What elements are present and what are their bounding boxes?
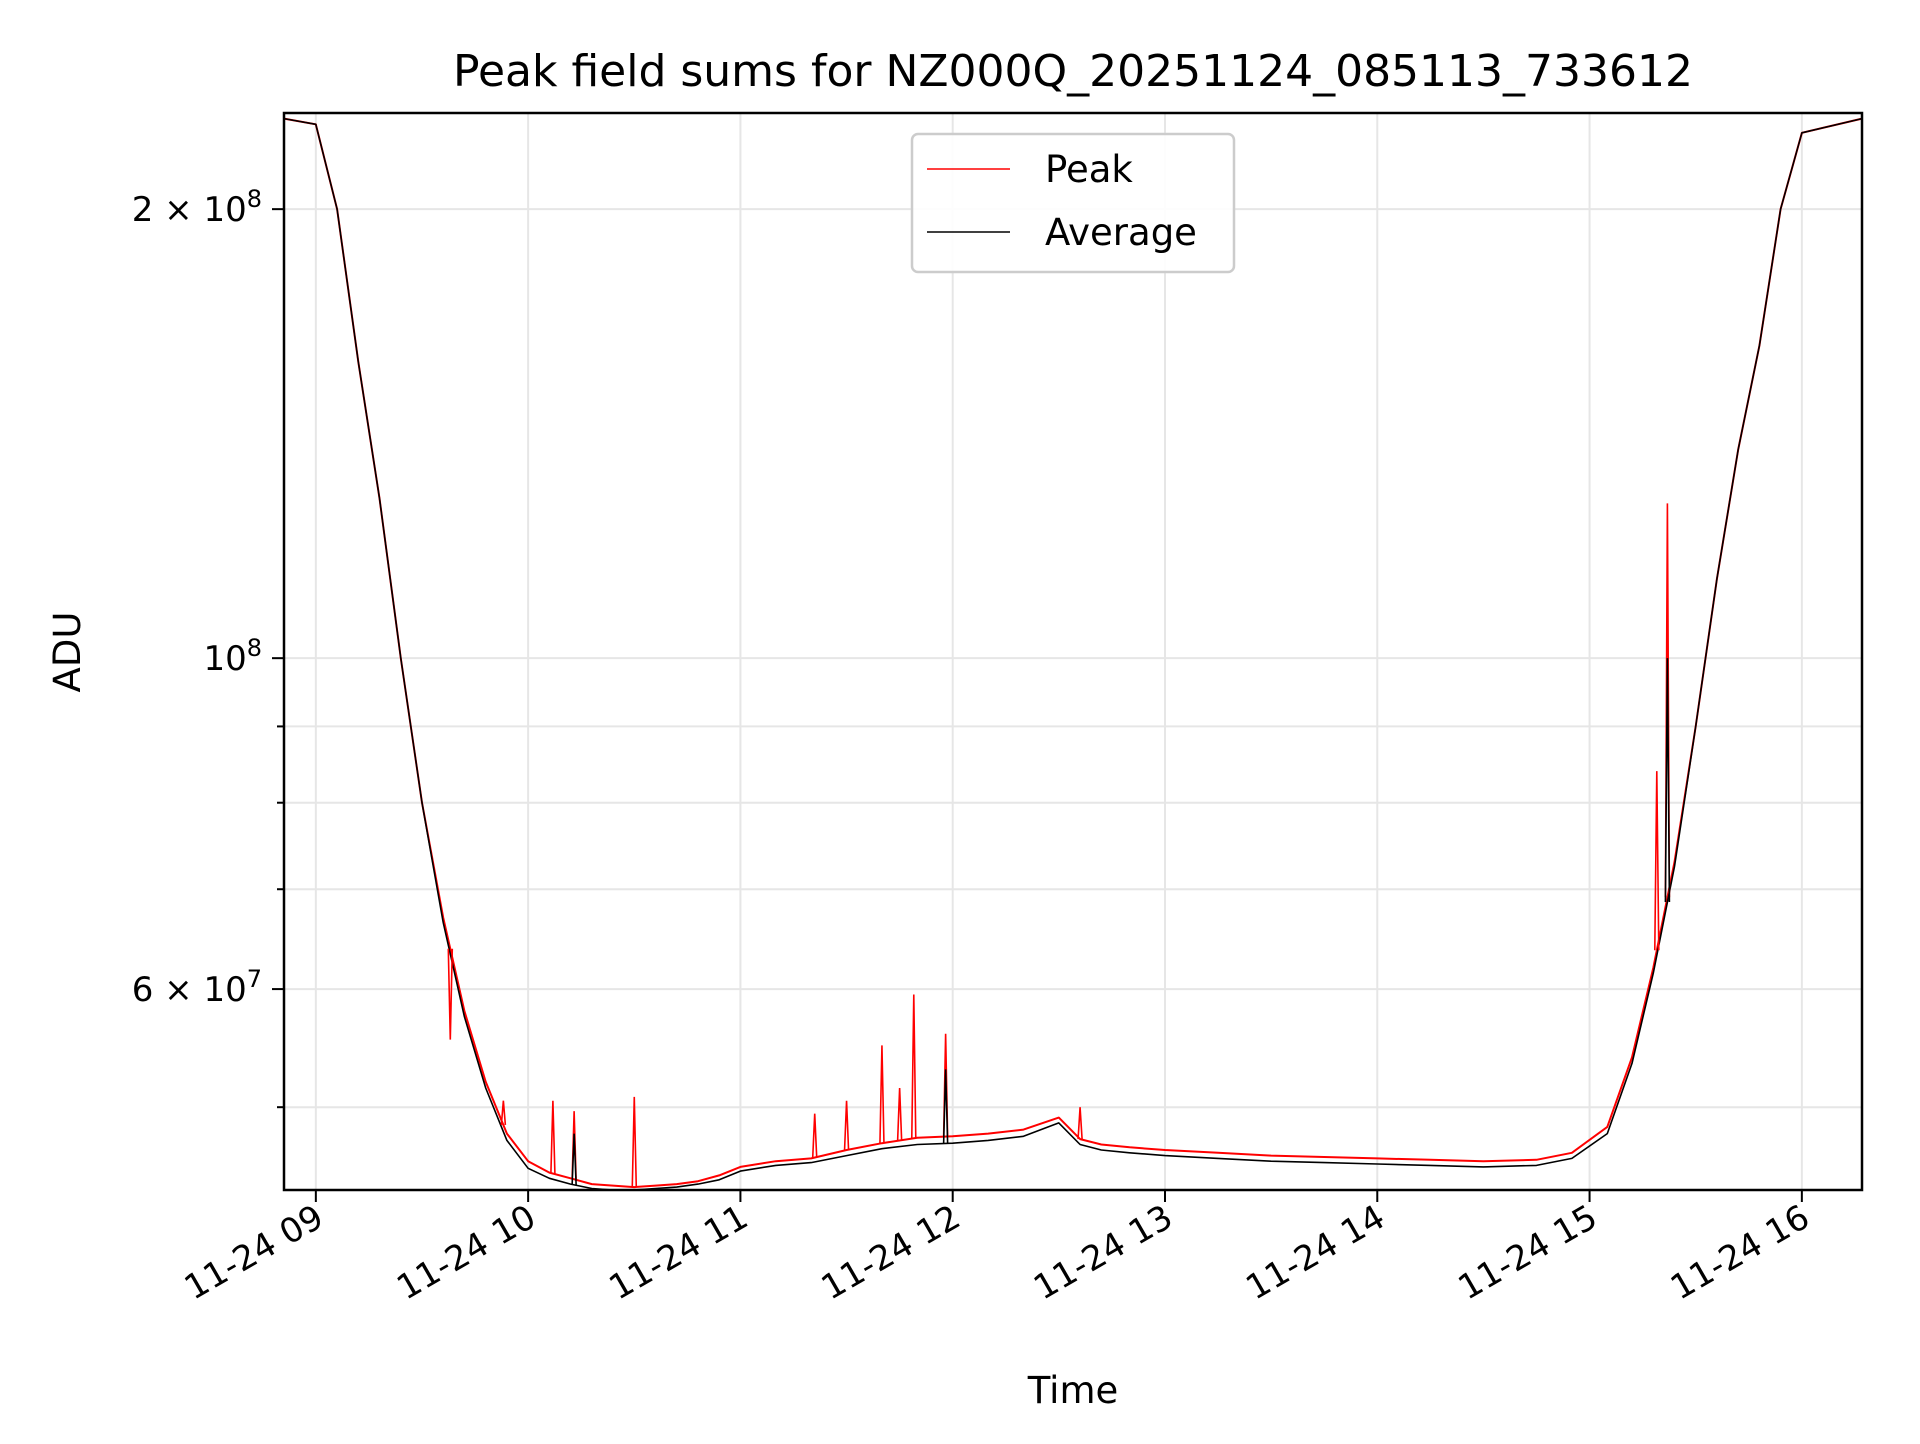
spike-average xyxy=(1664,658,1671,903)
spike-peak xyxy=(631,1096,638,1188)
spike-peak xyxy=(1653,771,1660,951)
spike-peak xyxy=(879,1045,885,1144)
legend-peak-label: Peak xyxy=(1045,148,1133,191)
spike-peak xyxy=(500,1100,507,1126)
y-axis-label: ADU xyxy=(46,612,89,693)
plot-area-frame xyxy=(282,111,1864,1192)
spike-average xyxy=(571,1133,577,1185)
spike-peak xyxy=(843,1100,850,1151)
spike-average xyxy=(942,1069,949,1144)
y-axis-ticks: 6 × 107 108 2 × 108 xyxy=(132,185,284,1109)
spike-peak xyxy=(550,1100,556,1174)
spike-peak xyxy=(447,948,454,1040)
legend: Peak Average xyxy=(910,132,1236,274)
spike-peak xyxy=(811,1113,818,1158)
x-axis-label: Time xyxy=(1027,1369,1119,1412)
series-line-peak xyxy=(283,117,1863,1189)
series-line-average xyxy=(283,117,1863,1191)
spike-peak xyxy=(910,994,917,1139)
spike-peak xyxy=(1077,1107,1083,1140)
y-tick-label: 108 xyxy=(203,634,262,679)
spike-peak xyxy=(896,1088,903,1141)
y-tick-label: 6 × 107 xyxy=(132,965,262,1010)
y-tick-label: 2 × 108 xyxy=(132,185,262,230)
series-layer xyxy=(283,117,1863,1191)
chart-title: Peak field sums for NZ000Q_20251124_0851… xyxy=(453,46,1693,97)
legend-average-label: Average xyxy=(1045,211,1197,254)
